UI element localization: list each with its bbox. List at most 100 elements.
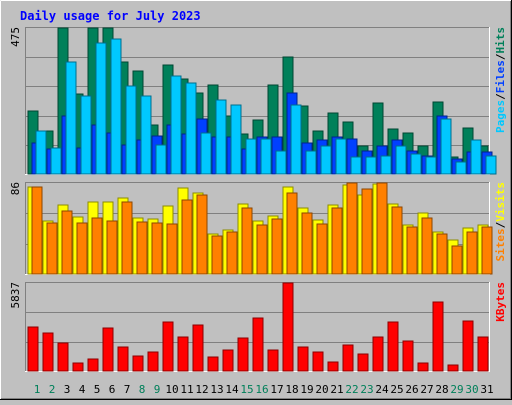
bar-kbytes-day-8 bbox=[132, 355, 144, 372]
bar-sites-day-20 bbox=[316, 223, 328, 275]
x-tick-label-day-15: 15 bbox=[240, 383, 253, 396]
bar-sites-day-24 bbox=[376, 182, 388, 275]
legend-entry: Pages bbox=[494, 100, 507, 133]
bar-kbytes-day-22 bbox=[342, 344, 354, 372]
panel-visits-sites: 86 Sites/Visits bbox=[9, 182, 507, 275]
bar-pages-day-8 bbox=[140, 95, 152, 175]
bar-pages-day-4 bbox=[80, 95, 92, 175]
bar-sites-day-15 bbox=[241, 207, 253, 275]
panel-kbytes: 5837 KBytes bbox=[9, 282, 507, 372]
bar-pages-day-31 bbox=[485, 155, 497, 175]
bar-kbytes-day-27 bbox=[417, 362, 429, 372]
bar-kbytes-day-30 bbox=[462, 320, 474, 372]
x-axis-day-labels: 1 2 3 4 5 6 7 8 9 10 11 12 13 14 15 16 17 18 19 20 21 22 23 24 2… bbox=[34, 383, 494, 396]
bar-kbytes-day-20 bbox=[312, 351, 324, 372]
bar-kbytes-day-10 bbox=[162, 321, 174, 372]
bar-kbytes-day-18 bbox=[282, 282, 294, 372]
bar-sites-day-13 bbox=[211, 235, 223, 275]
x-tick-label-day-16: 16 bbox=[255, 383, 268, 396]
x-tick-label-day-13: 13 bbox=[210, 383, 223, 396]
x-tick-label-day-10: 10 bbox=[165, 383, 178, 396]
x-tick-label-day-17: 17 bbox=[270, 383, 283, 396]
legend-entry: Hits bbox=[494, 27, 507, 54]
x-tick-label-day-14: 14 bbox=[225, 383, 239, 396]
x-tick-label-day-26: 26 bbox=[405, 383, 418, 396]
bar-pages-day-16 bbox=[260, 138, 272, 175]
bar-pages-day-18 bbox=[290, 104, 302, 175]
legend: Pages/Files/Hits bbox=[494, 27, 507, 133]
bar-kbytes-day-6 bbox=[102, 327, 114, 372]
bar-kbytes-day-15 bbox=[237, 337, 249, 372]
legend-entry: KBytes bbox=[494, 282, 507, 322]
x-tick-label-day-20: 20 bbox=[315, 383, 328, 396]
bar-sites-day-3 bbox=[61, 210, 73, 275]
bar-pages-day-12 bbox=[200, 132, 212, 175]
bar-kbytes-day-9 bbox=[147, 351, 159, 372]
bar-kbytes-day-16 bbox=[252, 317, 264, 372]
bar-sites-day-28 bbox=[436, 233, 448, 275]
bar-pages-day-20 bbox=[320, 145, 332, 175]
bar-sites-day-25 bbox=[391, 206, 403, 275]
bar-kbytes-day-28 bbox=[432, 301, 444, 372]
bar-kbytes-day-25 bbox=[387, 321, 399, 372]
x-tick-label-day-25: 25 bbox=[390, 383, 403, 396]
bar-sites-day-18 bbox=[286, 192, 298, 275]
x-tick-label-day-27: 27 bbox=[420, 383, 433, 396]
bar-sites-day-1 bbox=[31, 186, 43, 275]
bar-sites-day-23 bbox=[361, 188, 373, 275]
x-tick-label-day-11: 11 bbox=[180, 383, 193, 396]
x-tick-label-day-1: 1 bbox=[34, 383, 41, 396]
bar-kbytes-day-19 bbox=[297, 346, 309, 372]
bar-sites-day-14 bbox=[226, 231, 238, 275]
y-max-tick-label: 475 bbox=[9, 27, 22, 47]
x-tick-label-day-9: 9 bbox=[154, 383, 161, 396]
bar-sites-day-6 bbox=[106, 220, 118, 275]
x-tick-label-day-4: 4 bbox=[79, 383, 86, 396]
bar-kbytes-day-29 bbox=[447, 364, 459, 372]
bar-sites-day-11 bbox=[181, 199, 193, 275]
x-tick-label-day-31: 31 bbox=[480, 383, 493, 396]
bar-sites-day-7 bbox=[121, 201, 133, 275]
legend-entry: / bbox=[494, 93, 507, 100]
chart-title: Daily usage for July 2023 bbox=[20, 9, 201, 23]
bar-pages-day-1 bbox=[35, 130, 47, 175]
bar-pages-day-15 bbox=[245, 138, 257, 175]
bar-pages-day-27 bbox=[425, 156, 437, 175]
bar-pages-day-30 bbox=[470, 139, 482, 175]
bar-pages-day-24 bbox=[380, 155, 392, 175]
bar-pages-day-6 bbox=[110, 38, 122, 175]
bar-sites-day-30 bbox=[466, 231, 478, 275]
bar-sites-day-26 bbox=[406, 226, 418, 275]
bar-kbytes-day-12 bbox=[192, 324, 204, 372]
bar-sites-day-17 bbox=[271, 218, 283, 275]
bar-kbytes-day-4 bbox=[72, 362, 84, 372]
bar-pages-day-10 bbox=[170, 75, 182, 175]
legend: Sites/Visits bbox=[494, 182, 507, 262]
bar-sites-day-27 bbox=[421, 217, 433, 275]
bar-kbytes-day-26 bbox=[402, 340, 414, 372]
bar-sites-day-9 bbox=[151, 222, 163, 275]
legend-entry: Files bbox=[494, 60, 507, 93]
bar-kbytes-day-17 bbox=[267, 349, 279, 372]
bar-sites-day-19 bbox=[301, 212, 313, 275]
x-tick-label-day-12: 12 bbox=[195, 383, 208, 396]
bar-kbytes-day-2 bbox=[42, 332, 54, 372]
x-tick-label-day-8: 8 bbox=[139, 383, 146, 396]
bar-pages-day-2 bbox=[50, 147, 62, 175]
x-tick-label-day-2: 2 bbox=[49, 383, 56, 396]
bar-kbytes-day-23 bbox=[357, 353, 369, 372]
bar-sites-day-12 bbox=[196, 194, 208, 275]
bar-sites-day-8 bbox=[136, 221, 148, 275]
x-tick-label-day-19: 19 bbox=[300, 383, 313, 396]
x-tick-label-day-21: 21 bbox=[330, 383, 343, 396]
bar-pages-day-28 bbox=[440, 118, 452, 175]
bar-sites-day-22 bbox=[346, 182, 358, 275]
x-tick-label-day-6: 6 bbox=[109, 383, 116, 396]
bar-pages-day-11 bbox=[185, 82, 197, 175]
legend-entry: / bbox=[494, 221, 507, 228]
legend-entry: / bbox=[494, 53, 507, 60]
bar-sites-day-31 bbox=[481, 226, 493, 275]
